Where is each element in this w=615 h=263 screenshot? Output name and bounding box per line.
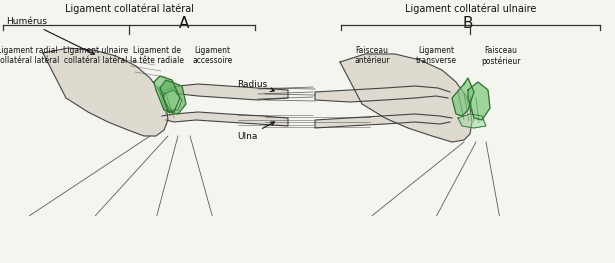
Text: B: B [462, 16, 473, 31]
Text: Ligament ulnaire
collatéral latéral: Ligament ulnaire collatéral latéral [63, 46, 128, 65]
Text: Ligament
accessoire: Ligament accessoire [192, 46, 232, 65]
Text: Ligament collatéral latéral: Ligament collatéral latéral [65, 4, 194, 14]
Polygon shape [154, 76, 180, 112]
Polygon shape [458, 114, 486, 128]
Text: Humérus: Humérus [6, 17, 94, 54]
Text: Ligament collatéral ulnaire: Ligament collatéral ulnaire [405, 4, 536, 14]
Text: Radius: Radius [237, 80, 274, 92]
Polygon shape [315, 114, 452, 128]
Polygon shape [164, 84, 288, 100]
Polygon shape [160, 80, 186, 114]
Polygon shape [315, 86, 450, 102]
Text: Ligament de
la tête radiale: Ligament de la tête radiale [130, 46, 184, 65]
Text: Ulna: Ulna [237, 122, 274, 141]
Polygon shape [468, 82, 490, 120]
Polygon shape [43, 48, 168, 136]
Text: Ligament radial
collatéral latéral: Ligament radial collatéral latéral [0, 46, 60, 65]
Text: A: A [180, 16, 189, 31]
Polygon shape [162, 112, 288, 126]
Polygon shape [164, 90, 182, 110]
Polygon shape [340, 54, 472, 142]
Polygon shape [452, 78, 474, 116]
Text: Ligament
transverse: Ligament transverse [416, 46, 457, 65]
Text: Faisceau
antérieur: Faisceau antérieur [354, 46, 390, 65]
Text: Faisceau
postérieur: Faisceau postérieur [482, 46, 521, 66]
